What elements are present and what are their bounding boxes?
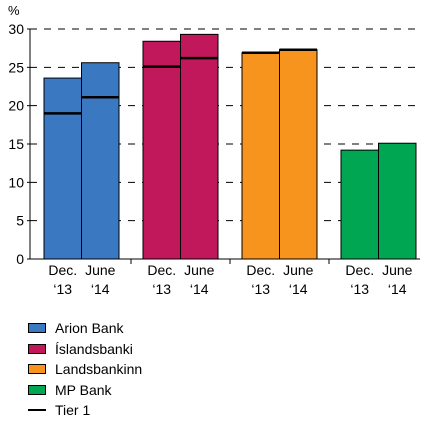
x-tick-label: ‘14 [190,281,209,297]
y-axis-label: % [8,3,20,18]
bar [279,49,318,260]
y-tick-label: 20 [8,98,24,114]
x-tick-label: ‘14 [91,281,110,297]
legend-label: Íslandsbanki [55,340,133,357]
legend-item: Íslandsbanki [28,339,142,360]
legend-item: Landsbankinn [28,359,142,380]
y-tick-label: 30 [8,21,24,37]
x-tick-label: ‘13 [53,281,72,297]
x-tick-label: Dec. [345,262,374,278]
bar [340,149,379,260]
legend-swatch [28,364,46,375]
legend-line-swatch [28,409,46,412]
legend-label: Landsbankinn [55,361,143,378]
legend: Arion Bank Íslandsbanki Landsbankinn MP Ban… [28,318,142,421]
bar [81,62,120,260]
bar [142,40,181,260]
x-tick-label: ‘13 [251,281,270,297]
y-tick-label: 10 [8,174,24,190]
legend-label: Tier 1 [55,402,91,419]
legend-swatch [28,384,46,395]
bar [241,52,280,260]
legend-item: MP Bank [28,380,142,401]
bar [180,33,219,260]
x-tick-label: Dec. [48,262,77,278]
x-tick-label: June [184,262,215,278]
bar [378,142,417,260]
y-tick-label: 15 [8,136,24,152]
legend-label: MP Bank [55,381,112,398]
x-tick-label: June [85,262,116,278]
x-tick-label: Dec. [246,262,275,278]
bar [43,77,82,260]
x-tick-label: ‘14 [388,281,407,297]
x-tick-label: Dec. [147,262,176,278]
legend-item: Tier 1 [28,400,142,421]
x-tick-label: ‘13 [350,281,369,297]
y-tick-label: 5 [16,213,24,229]
legend-swatch [28,343,46,354]
y-tick-label: 25 [8,59,24,75]
x-tick-label: June [283,262,314,278]
x-tick-label: ‘14 [289,281,308,297]
legend-swatch [28,323,46,334]
x-tick-label: June [382,262,413,278]
x-tick-label: ‘13 [152,281,171,297]
y-tick-label: 0 [16,251,24,267]
legend-label: Arion Bank [55,320,124,337]
legend-item: Arion Bank [28,318,142,339]
